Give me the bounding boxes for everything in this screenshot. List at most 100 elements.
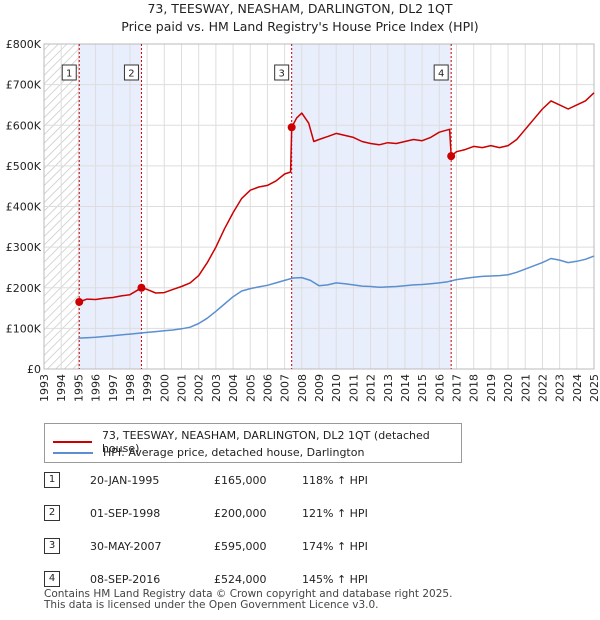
sale-points xyxy=(75,123,456,306)
x-tick-label: 2009 xyxy=(313,374,326,402)
y-tick-label: £0 xyxy=(27,363,41,376)
chart-subtitle: Price paid vs. HM Land Registry's House … xyxy=(121,19,479,34)
sale-marker-box xyxy=(274,64,290,81)
x-tick-label: 2023 xyxy=(554,374,567,402)
transaction-date: 20-JAN-1995 xyxy=(90,474,160,487)
x-tick-label: 2002 xyxy=(193,374,206,402)
y-tick-label: £100K xyxy=(6,322,42,335)
x-tick-label: 2011 xyxy=(347,374,360,402)
legend: 73, TEESWAY, NEASHAM, DARLINGTON, DL2 1Q… xyxy=(44,423,462,463)
property-price-line xyxy=(78,92,595,303)
transaction-row: 3 30-MAY-2007 £595,000 174% ↑ HPI xyxy=(44,538,464,558)
legend-item-hpi: HPI: Average price, detached house, Darl… xyxy=(53,446,364,459)
transaction-hpi: 145% ↑ HPI xyxy=(302,573,368,586)
x-tick-label: 1998 xyxy=(124,374,137,402)
sale-marker-box xyxy=(61,64,77,81)
x-tick-label: 2006 xyxy=(261,374,274,402)
x-tick-label: 2017 xyxy=(451,374,464,402)
x-tick-label: 2022 xyxy=(536,374,549,402)
x-tick-label: 2025 xyxy=(588,374,600,402)
x-tick-label: 2012 xyxy=(365,374,378,402)
footer-line-1: Contains HM Land Registry data © Crown c… xyxy=(44,588,453,600)
x-tick-label: 1996 xyxy=(90,374,103,402)
x-tick-label: 1997 xyxy=(107,374,120,402)
x-tick-label: 2004 xyxy=(227,374,240,402)
x-tick-label: 1993 xyxy=(38,374,51,402)
transaction-number: 4 xyxy=(44,571,60,587)
sale-marker-label: 3 xyxy=(278,69,284,80)
x-tick-label: 1999 xyxy=(141,374,154,402)
transaction-hpi: 118% ↑ HPI xyxy=(302,474,368,487)
sale-point xyxy=(287,123,296,132)
transaction-date: 08-SEP-2016 xyxy=(90,573,161,586)
x-tick-label: 2007 xyxy=(279,374,292,402)
x-axis-ticks: 1993 1994 1995 1996 1997 1998 1999 2000 2001 2002… xyxy=(38,374,600,402)
x-tick-label: 2021 xyxy=(519,374,532,402)
sale-marker-2: 2 xyxy=(123,64,139,81)
sale-marker-label: 1 xyxy=(66,69,72,80)
x-tick-label: 2008 xyxy=(296,374,309,402)
hpi-line xyxy=(78,255,595,339)
x-tick-label: 2019 xyxy=(485,374,498,402)
x-tick-label: 2013 xyxy=(382,374,395,402)
grid-lines xyxy=(43,43,595,370)
legend-item-property: 73, TEESWAY, NEASHAM, DARLINGTON, DL2 1Q… xyxy=(53,429,461,455)
sale-marker-label: 2 xyxy=(128,69,134,80)
x-tick-label: 2003 xyxy=(210,374,223,402)
transaction-number: 2 xyxy=(44,505,60,521)
transaction-number: 3 xyxy=(44,538,60,554)
y-tick-label: £400K xyxy=(6,201,42,214)
x-tick-label: 2001 xyxy=(176,374,189,402)
transaction-hpi: 174% ↑ HPI xyxy=(302,540,368,553)
y-tick-label: £200K xyxy=(6,282,42,295)
legend-blue-line xyxy=(53,451,93,454)
sale-marker-label: 4 xyxy=(438,69,444,80)
x-tick-label: 2005 xyxy=(244,374,257,402)
y-tick-label: £600K xyxy=(6,119,42,132)
legend-blue-label: HPI: Average price, detached house, Darl… xyxy=(103,446,365,459)
x-tick-label: 2020 xyxy=(502,374,515,402)
transaction-row: 2 01-SEP-1998 £200,000 121% ↑ HPI xyxy=(44,505,464,525)
transaction-date: 30-MAY-2007 xyxy=(90,540,162,553)
sale-marker-1: 1 xyxy=(61,64,77,81)
transaction-price: £524,000 xyxy=(214,573,267,586)
transaction-date: 01-SEP-1998 xyxy=(90,507,161,520)
y-axis-ticks: £0 £100K £200K £300K £400K £500K £600K £700K £80… xyxy=(6,38,42,376)
transaction-row: 4 08-SEP-2016 £524,000 145% ↑ HPI xyxy=(44,571,464,591)
y-tick-label: £300K xyxy=(6,241,42,254)
sale-point xyxy=(137,283,146,292)
transaction-hpi: 121% ↑ HPI xyxy=(302,507,368,520)
transaction-row: 1 20-JAN-1995 £165,000 118% ↑ HPI xyxy=(44,472,464,492)
legend-red-line xyxy=(53,441,92,443)
x-tick-label: 2010 xyxy=(330,374,343,402)
y-tick-label: £500K xyxy=(6,160,42,173)
sale-marker-box xyxy=(433,64,449,81)
y-tick-label: £700K xyxy=(6,79,42,92)
y-tick-label: £800K xyxy=(6,38,42,51)
sale-marker-box xyxy=(123,64,139,81)
x-tick-label: 1994 xyxy=(55,374,68,402)
x-tick-label: 2014 xyxy=(399,374,412,402)
sale-point xyxy=(447,152,456,161)
x-tick-label: 1995 xyxy=(72,374,85,402)
transaction-price: £595,000 xyxy=(214,540,267,553)
transaction-price: £200,000 xyxy=(214,507,267,520)
sale-point xyxy=(75,297,84,306)
x-tick-label: 2018 xyxy=(468,374,481,402)
chart-title: 73, TEESWAY, NEASHAM, DARLINGTON, DL2 1Q… xyxy=(147,1,453,16)
sale-markers: 1 2 3 4 xyxy=(61,64,449,81)
x-tick-label: 2000 xyxy=(158,374,171,402)
plot-border xyxy=(43,43,595,370)
footer-line-2: This data is licensed under the Open Gov… xyxy=(44,599,379,611)
sale-marker-3: 3 xyxy=(274,64,290,81)
x-tick-label: 2015 xyxy=(416,374,429,402)
x-tick-label: 2016 xyxy=(433,374,446,402)
transaction-price: £165,000 xyxy=(214,474,267,487)
x-tick-label: 2024 xyxy=(571,374,584,402)
legend-red-label: 73, TEESWAY, NEASHAM, DARLINGTON, DL2 1Q… xyxy=(101,429,430,455)
price-chart: 1 2 3 4 £0 £100K £200K £300K £400K £500K £600K £70… xyxy=(6,38,600,402)
sale-marker-4: 4 xyxy=(433,64,449,81)
series-lines xyxy=(78,92,595,339)
footer: Contains HM Land Registry data © Crown c… xyxy=(44,589,452,611)
transaction-number: 1 xyxy=(44,472,60,488)
